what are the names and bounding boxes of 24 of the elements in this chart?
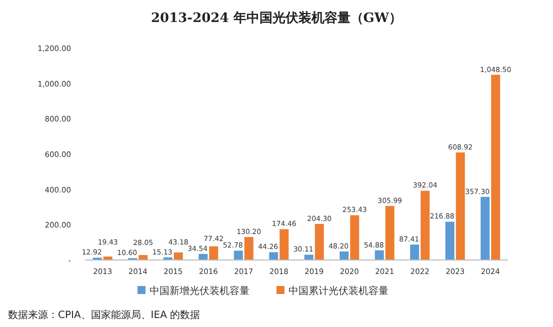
bar	[445, 222, 454, 260]
bar	[420, 190, 430, 260]
bar	[234, 250, 243, 260]
bar	[244, 237, 254, 260]
bar	[410, 244, 420, 260]
bar	[280, 229, 289, 260]
bar	[304, 254, 314, 260]
chart-title: 2013-2024 年中国光伏装机容量（GW）	[151, 10, 402, 26]
bar	[209, 246, 218, 260]
bar	[456, 152, 465, 260]
legend-label: 中国累计光伏装机容量	[288, 285, 388, 297]
bar	[138, 255, 148, 260]
bar	[269, 252, 278, 260]
legend-label: 中国新增光伏装机容量	[150, 285, 250, 297]
bar	[174, 252, 183, 260]
bar	[350, 215, 360, 260]
bar	[480, 196, 490, 260]
bar	[198, 254, 208, 260]
source-note: 数据来源：CPIA、国家能源局、IEA 的数据	[8, 309, 200, 321]
bar	[340, 251, 349, 260]
bar	[491, 74, 500, 260]
bar	[374, 250, 384, 260]
bar	[314, 224, 324, 260]
bar	[385, 206, 394, 260]
